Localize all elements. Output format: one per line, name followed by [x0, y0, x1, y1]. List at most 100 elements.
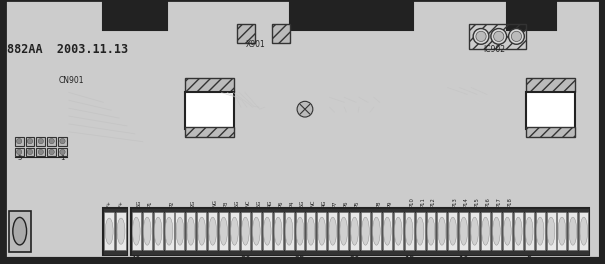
Ellipse shape: [548, 217, 555, 245]
Bar: [131, 250, 589, 255]
Ellipse shape: [438, 217, 446, 245]
Circle shape: [476, 31, 486, 41]
Ellipse shape: [580, 217, 587, 245]
Bar: [15, 148, 24, 156]
Circle shape: [49, 149, 54, 155]
Ellipse shape: [373, 217, 380, 245]
Ellipse shape: [132, 217, 140, 245]
Bar: [103, 208, 127, 213]
Ellipse shape: [13, 217, 27, 245]
Text: 5G: 5G: [300, 199, 305, 206]
Text: P3: P3: [224, 200, 229, 206]
Text: P18: P18: [508, 197, 512, 206]
Ellipse shape: [329, 217, 336, 245]
Bar: [197, 213, 206, 250]
Text: 30: 30: [240, 256, 250, 264]
Bar: [103, 208, 127, 255]
Text: 4G: 4G: [322, 199, 327, 206]
Text: P11: P11: [420, 197, 425, 206]
Bar: [307, 213, 315, 250]
Circle shape: [509, 29, 525, 44]
Bar: [459, 213, 468, 250]
Bar: [230, 213, 239, 250]
Bar: [25, 148, 34, 156]
Text: 25: 25: [295, 256, 306, 264]
Text: P10: P10: [409, 197, 414, 206]
Bar: [526, 92, 575, 129]
Text: F+: F+: [119, 200, 123, 207]
Ellipse shape: [558, 217, 566, 245]
Bar: [405, 213, 414, 250]
Bar: [185, 78, 234, 92]
Text: P15: P15: [475, 197, 480, 206]
Ellipse shape: [143, 217, 151, 245]
Bar: [185, 127, 234, 137]
Text: X901: X901: [246, 40, 266, 49]
Circle shape: [297, 101, 313, 117]
Ellipse shape: [209, 217, 217, 245]
Bar: [58, 137, 67, 145]
Bar: [546, 213, 555, 250]
Ellipse shape: [263, 217, 271, 245]
Bar: [535, 213, 544, 250]
Bar: [237, 23, 255, 43]
Bar: [339, 213, 348, 250]
Bar: [318, 213, 326, 250]
Bar: [219, 213, 228, 250]
Text: P5: P5: [355, 200, 359, 206]
Circle shape: [49, 139, 54, 144]
Text: 15: 15: [404, 256, 414, 264]
Bar: [58, 148, 67, 156]
Bar: [185, 92, 234, 129]
Bar: [36, 137, 45, 145]
Bar: [36, 148, 45, 156]
Bar: [427, 213, 436, 250]
Ellipse shape: [275, 217, 282, 245]
Circle shape: [473, 29, 489, 44]
Text: 5G: 5G: [235, 199, 240, 206]
Circle shape: [38, 139, 44, 144]
Bar: [143, 213, 152, 250]
Text: P16: P16: [486, 197, 491, 206]
Circle shape: [491, 29, 506, 44]
Text: P8: P8: [376, 200, 381, 206]
Text: 5: 5: [526, 256, 532, 264]
Ellipse shape: [492, 217, 500, 245]
Text: IC902: IC902: [483, 45, 505, 54]
Ellipse shape: [176, 217, 184, 245]
Bar: [470, 213, 479, 250]
Circle shape: [27, 149, 33, 155]
Bar: [272, 23, 290, 43]
Circle shape: [38, 149, 44, 155]
Text: P13: P13: [453, 197, 458, 206]
Ellipse shape: [416, 217, 424, 245]
Ellipse shape: [198, 217, 206, 245]
Ellipse shape: [307, 217, 315, 245]
Ellipse shape: [449, 217, 457, 245]
Ellipse shape: [384, 217, 391, 245]
Ellipse shape: [340, 217, 347, 245]
Bar: [208, 213, 217, 250]
Text: 1: 1: [60, 155, 65, 161]
Bar: [296, 213, 304, 250]
Text: 4G: 4G: [267, 199, 272, 206]
Bar: [131, 208, 589, 255]
Bar: [104, 213, 114, 250]
Text: P7: P7: [333, 200, 338, 206]
Ellipse shape: [536, 217, 544, 245]
Bar: [481, 213, 490, 250]
Text: 5G: 5G: [257, 199, 261, 206]
Bar: [525, 213, 534, 250]
Bar: [503, 213, 512, 250]
Bar: [9, 210, 30, 252]
Text: P4: P4: [289, 200, 294, 206]
Circle shape: [16, 149, 22, 155]
Bar: [263, 213, 272, 250]
Bar: [284, 213, 293, 250]
Text: P2: P2: [169, 200, 174, 206]
Ellipse shape: [105, 218, 113, 244]
Ellipse shape: [351, 217, 358, 245]
Bar: [383, 213, 392, 250]
Ellipse shape: [514, 217, 522, 245]
Ellipse shape: [482, 217, 489, 245]
